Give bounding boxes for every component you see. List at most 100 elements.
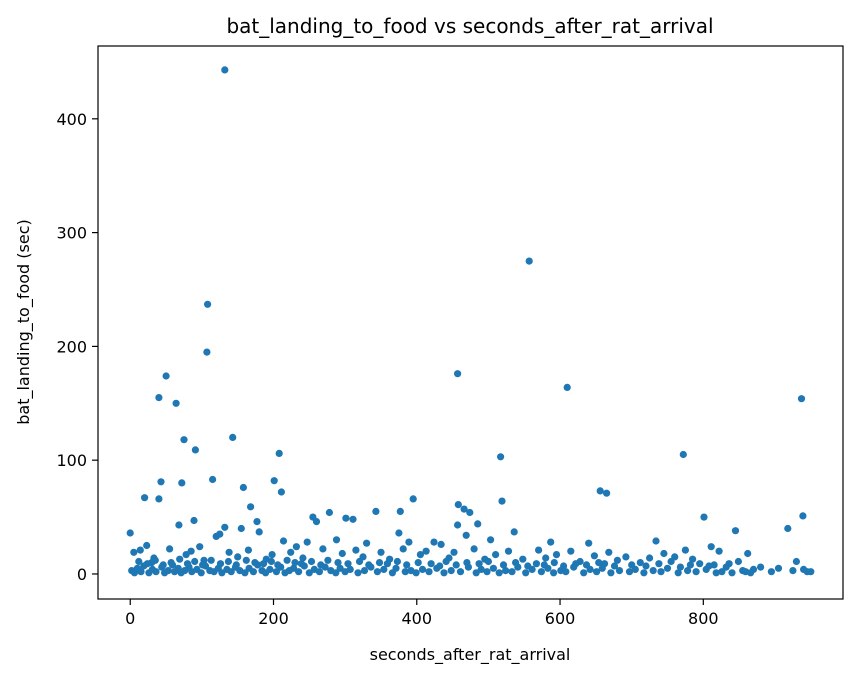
data-point xyxy=(725,560,733,568)
data-point xyxy=(427,560,435,568)
data-point xyxy=(430,538,438,546)
data-point xyxy=(615,567,624,575)
data-point xyxy=(705,562,713,570)
data-point xyxy=(126,529,134,537)
data-point xyxy=(383,560,391,568)
data-point xyxy=(141,494,149,502)
x-tick-label: 200 xyxy=(258,609,289,628)
data-point xyxy=(315,568,323,576)
data-point xyxy=(580,569,588,577)
data-point xyxy=(636,559,644,567)
data-point xyxy=(744,549,752,558)
data-point xyxy=(232,561,240,569)
data-point xyxy=(287,548,295,556)
data-point xyxy=(393,557,401,566)
data-point xyxy=(582,561,591,569)
data-point xyxy=(642,562,650,570)
data-point xyxy=(247,503,255,511)
data-point xyxy=(275,449,283,457)
data-point xyxy=(342,514,350,522)
data-point xyxy=(475,560,483,568)
data-point xyxy=(646,554,654,562)
data-point xyxy=(136,546,144,554)
data-point xyxy=(360,567,369,575)
data-point xyxy=(152,568,160,576)
data-point xyxy=(492,551,500,559)
data-point xyxy=(344,560,352,568)
data-point xyxy=(405,538,413,546)
x-axis: 0 200 400 600 800 xyxy=(125,599,719,628)
data-point xyxy=(628,561,636,569)
data-point xyxy=(401,568,409,576)
data-point xyxy=(563,383,571,391)
data-point xyxy=(681,546,690,554)
data-point xyxy=(372,507,380,515)
data-point xyxy=(774,564,783,572)
data-point xyxy=(519,555,527,563)
data-point xyxy=(728,569,736,577)
data-point xyxy=(550,569,558,577)
data-point xyxy=(244,546,252,554)
data-point xyxy=(395,529,403,537)
data-point xyxy=(437,540,445,549)
data-point xyxy=(799,512,807,520)
data-point xyxy=(707,543,715,551)
data-point xyxy=(279,537,288,545)
data-point xyxy=(540,561,548,569)
data-point xyxy=(135,557,143,566)
y-tick-label: 0 xyxy=(77,565,87,584)
data-point xyxy=(676,563,685,571)
x-tick-label: 800 xyxy=(688,609,719,628)
data-point xyxy=(655,560,663,568)
data-point xyxy=(600,560,609,568)
x-tick-label: 600 xyxy=(545,609,576,628)
data-point xyxy=(159,561,167,569)
data-point xyxy=(715,547,723,555)
data-point xyxy=(489,564,497,572)
data-point xyxy=(800,565,808,574)
data-point xyxy=(689,555,697,563)
y-tick-label: 100 xyxy=(56,451,87,470)
data-point xyxy=(303,538,311,546)
data-point xyxy=(499,561,508,569)
y-axis-label: bat_landing_to_food (sec) xyxy=(14,219,34,425)
data-point xyxy=(137,568,145,576)
x-tick-label: 400 xyxy=(402,609,433,628)
data-point xyxy=(225,548,233,556)
data-point xyxy=(792,557,801,566)
data-point xyxy=(187,547,195,555)
data-point xyxy=(151,556,159,564)
data-point xyxy=(525,257,533,265)
data-point xyxy=(447,567,455,575)
data-point xyxy=(172,399,180,407)
data-point xyxy=(692,568,700,576)
data-point xyxy=(307,557,316,566)
data-point xyxy=(595,559,603,567)
data-point xyxy=(622,553,630,561)
data-point xyxy=(495,569,503,577)
data-point xyxy=(176,555,184,563)
data-point xyxy=(216,560,225,568)
data-point xyxy=(463,559,471,567)
data-point xyxy=(324,556,332,564)
data-point xyxy=(143,560,151,568)
y-tick-label: 400 xyxy=(56,110,87,129)
data-point xyxy=(679,450,687,459)
data-point xyxy=(422,547,430,555)
data-point xyxy=(652,537,660,545)
data-point xyxy=(718,568,726,576)
data-point xyxy=(253,518,261,526)
data-point xyxy=(487,536,495,544)
data-point xyxy=(462,531,470,539)
data-point xyxy=(229,433,237,441)
data-point xyxy=(338,549,346,558)
data-point xyxy=(196,543,204,551)
data-point xyxy=(747,569,755,577)
data-point xyxy=(241,569,249,577)
data-point xyxy=(440,569,448,577)
data-point xyxy=(267,557,275,566)
data-point xyxy=(684,567,692,575)
data-point xyxy=(334,559,342,567)
data-point xyxy=(375,559,384,567)
